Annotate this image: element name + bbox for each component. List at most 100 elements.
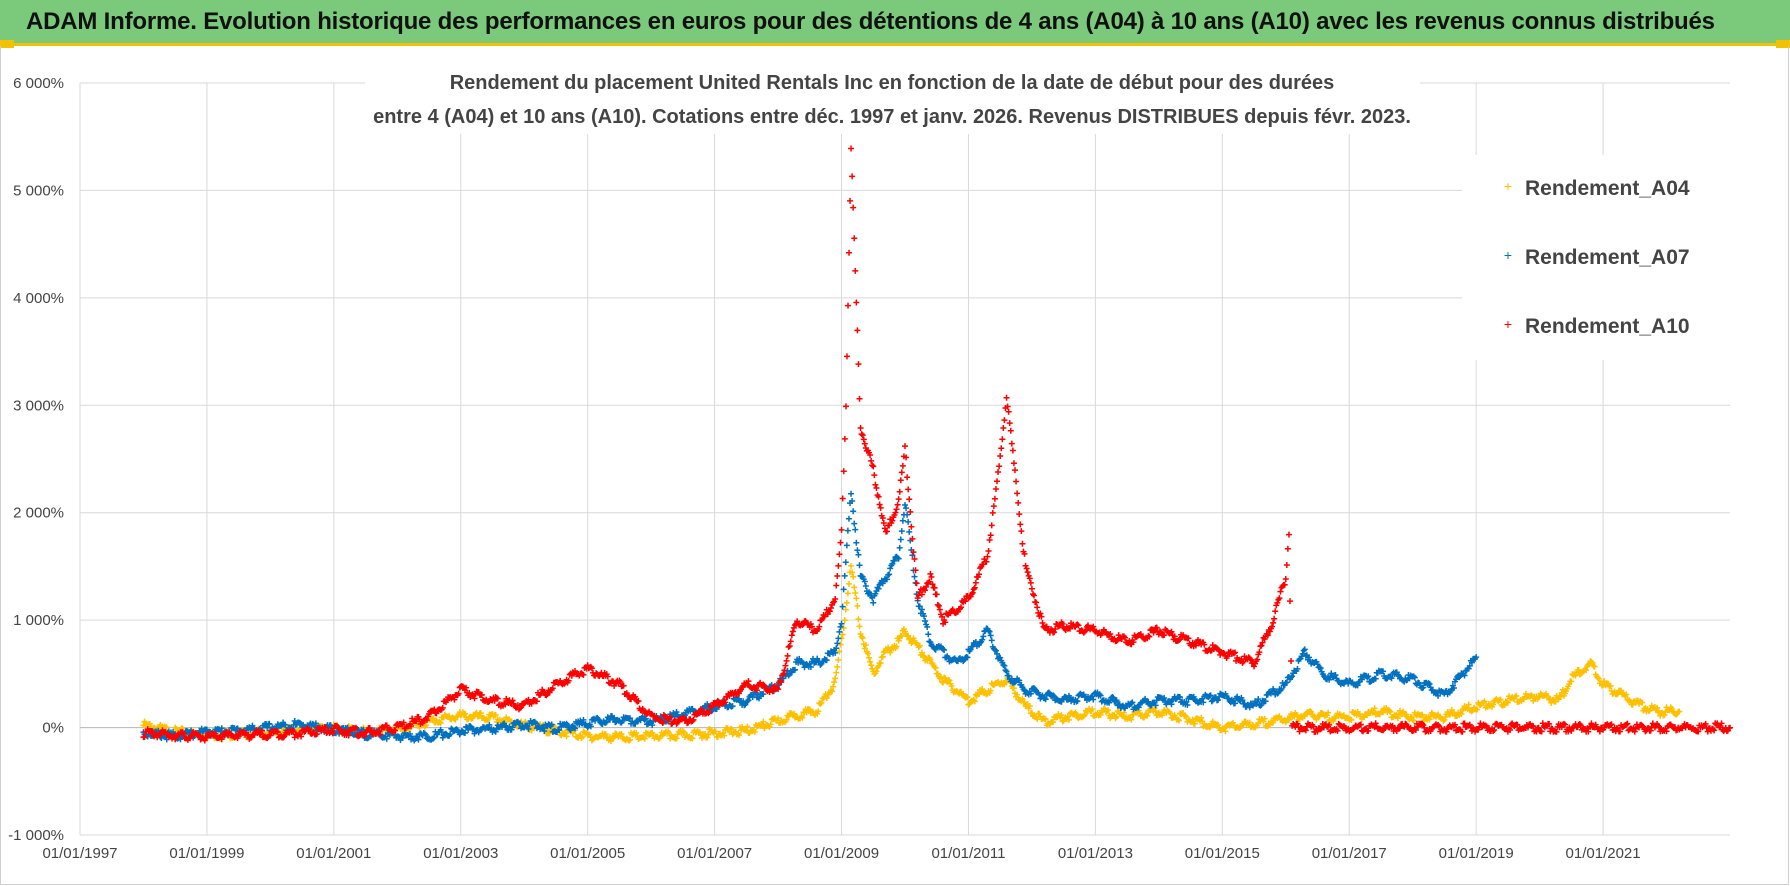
data-point xyxy=(673,735,680,742)
data-point xyxy=(462,710,468,717)
data-point xyxy=(896,488,903,495)
data-point xyxy=(916,642,923,649)
data-point xyxy=(1000,424,1007,431)
data-point xyxy=(1440,717,1447,724)
data-point xyxy=(880,649,887,656)
data-point xyxy=(859,432,866,439)
data-point xyxy=(587,723,594,730)
x-tick-label: 01/01/2015 xyxy=(1185,845,1260,862)
data-point xyxy=(1065,716,1072,723)
data-point xyxy=(436,718,443,725)
data-point xyxy=(854,547,861,554)
data-point xyxy=(163,724,170,731)
data-point xyxy=(790,710,797,717)
data-point xyxy=(1497,696,1504,703)
data-point xyxy=(523,722,530,729)
legend-marker-a07: + xyxy=(1504,247,1512,263)
x-tick-label: 01/01/2019 xyxy=(1439,845,1514,862)
chart-title-line-1: Rendement du placement United Rentals In… xyxy=(450,72,1335,94)
data-point xyxy=(1513,692,1520,699)
data-point xyxy=(1575,666,1582,673)
data-point xyxy=(563,720,570,727)
data-point xyxy=(856,562,863,569)
data-point xyxy=(911,573,918,580)
data-point xyxy=(987,687,994,694)
data-point xyxy=(1613,691,1620,698)
data-point xyxy=(908,523,915,530)
data-point xyxy=(603,718,610,725)
data-point xyxy=(1559,686,1566,693)
data-point xyxy=(1387,708,1394,715)
data-point xyxy=(853,299,860,306)
corner-accent-right xyxy=(1776,40,1790,48)
data-point xyxy=(431,734,438,741)
data-point xyxy=(767,721,774,728)
data-point xyxy=(760,718,767,725)
y-tick-label: -1 000% xyxy=(8,827,64,844)
data-point xyxy=(872,481,879,488)
data-point xyxy=(422,731,429,738)
data-point xyxy=(879,653,886,660)
data-point xyxy=(996,463,1003,470)
data-point xyxy=(854,602,861,609)
data-point xyxy=(430,735,437,742)
data-point xyxy=(1572,672,1579,679)
data-point xyxy=(1490,701,1497,708)
data-point xyxy=(845,515,852,522)
data-point xyxy=(1583,667,1590,674)
data-point xyxy=(1024,569,1031,576)
data-point xyxy=(1504,699,1511,706)
data-point xyxy=(1081,711,1088,718)
data-point xyxy=(876,501,883,508)
data-point xyxy=(1152,708,1159,715)
data-point xyxy=(862,583,869,590)
data-point xyxy=(602,719,609,726)
data-point xyxy=(649,729,656,736)
data-point xyxy=(1408,714,1415,721)
data-point xyxy=(1271,615,1278,622)
data-point xyxy=(815,708,822,715)
data-point xyxy=(903,505,910,512)
data-point xyxy=(1113,713,1120,720)
data-point xyxy=(997,453,1004,460)
data-point xyxy=(989,509,996,516)
data-point xyxy=(841,617,848,624)
data-point xyxy=(1016,511,1023,518)
data-point xyxy=(849,569,856,576)
data-point xyxy=(870,463,877,470)
data-point xyxy=(1394,715,1401,722)
data-point xyxy=(827,687,834,694)
page-title: ADAM Informe. Evolution historique des p… xyxy=(26,8,1715,35)
data-point xyxy=(860,436,867,443)
x-tick-label: 01/01/1997 xyxy=(42,845,117,862)
data-point xyxy=(1446,711,1453,718)
data-point xyxy=(817,700,824,707)
data-point xyxy=(1010,460,1017,467)
data-point xyxy=(264,724,271,731)
data-point xyxy=(430,715,437,722)
data-point xyxy=(845,302,852,309)
data-point xyxy=(610,735,617,742)
data-point xyxy=(641,735,648,742)
data-point xyxy=(834,573,841,580)
data-point xyxy=(1018,528,1025,535)
data-point xyxy=(1639,699,1646,706)
data-point xyxy=(902,502,908,509)
data-point xyxy=(758,722,765,729)
data-point xyxy=(1144,712,1151,719)
corner-accent-left xyxy=(0,40,14,48)
data-point xyxy=(744,698,751,705)
data-point xyxy=(904,474,911,481)
data-point xyxy=(452,716,459,723)
x-tick-label: 01/01/2009 xyxy=(804,845,879,862)
data-point xyxy=(744,723,751,730)
data-point xyxy=(1021,699,1028,706)
data-point xyxy=(842,559,849,566)
data-point xyxy=(569,730,576,737)
data-point xyxy=(437,719,444,726)
data-point xyxy=(830,683,837,690)
data-point xyxy=(696,729,703,736)
data-point xyxy=(946,677,953,684)
data-point xyxy=(282,721,289,728)
